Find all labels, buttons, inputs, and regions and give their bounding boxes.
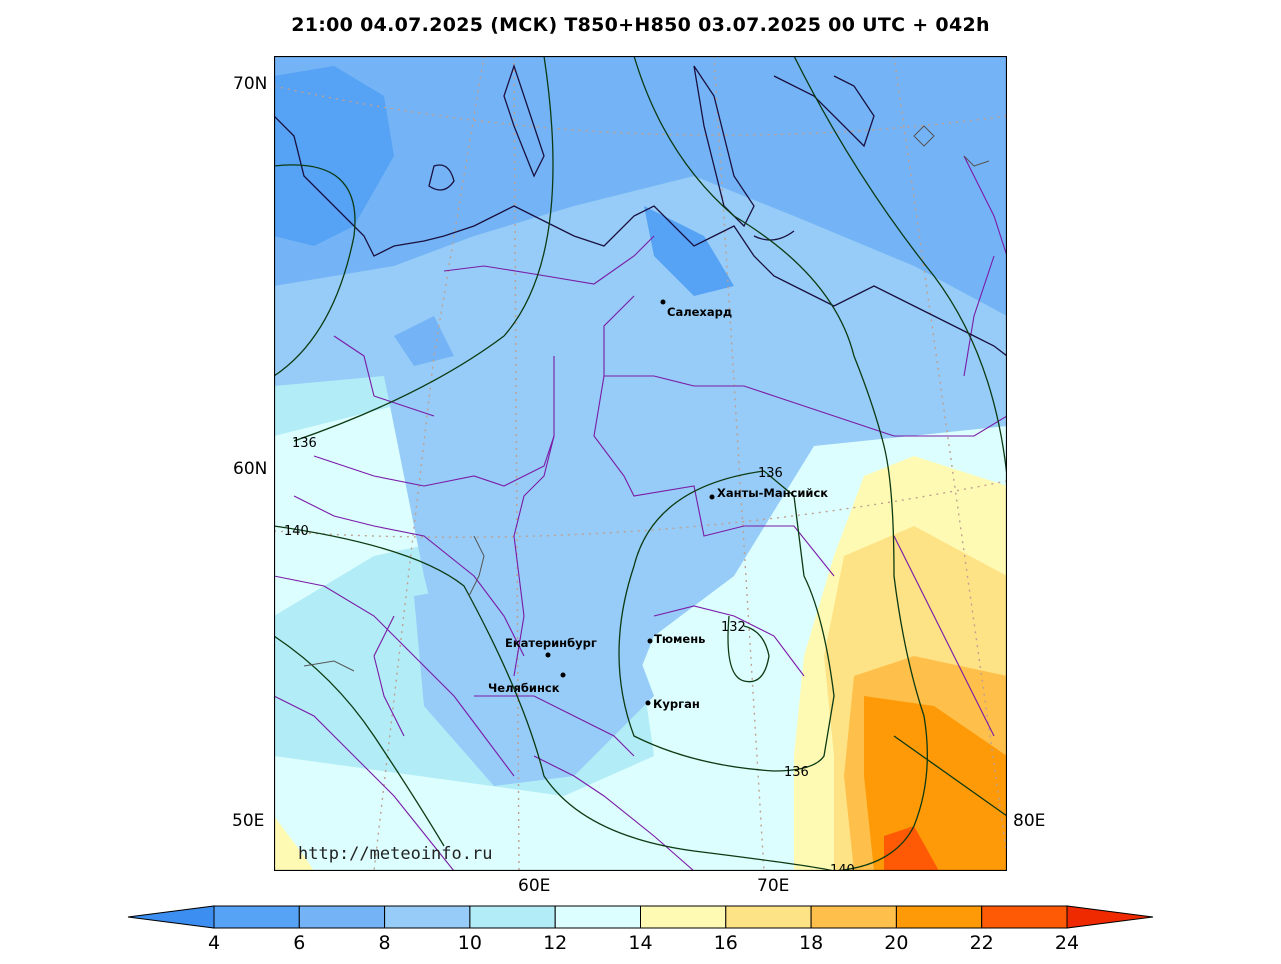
lon-label-50e: 50E bbox=[232, 811, 265, 831]
colorbar-tick-label: 10 bbox=[458, 932, 482, 954]
colorbar-segment bbox=[469, 905, 556, 929]
contour-labels: 136 140 136 132 136 140 bbox=[284, 436, 855, 871]
isohypses bbox=[274, 56, 1007, 871]
contour-label: 136 bbox=[784, 765, 809, 780]
temp-fill-6-8 bbox=[274, 56, 1007, 316]
city-marker bbox=[645, 700, 651, 706]
city-label: Тюмень bbox=[654, 632, 705, 646]
cities: Салехард Ханты-Мансийск Тюмень Екатеринб… bbox=[488, 299, 828, 711]
map-frame bbox=[274, 56, 1007, 871]
colorbar-segment bbox=[213, 905, 300, 929]
colorbar-tick-label: 16 bbox=[714, 932, 738, 954]
lakes bbox=[303, 125, 990, 672]
colorbar-tick-label: 18 bbox=[799, 932, 823, 954]
weather-map: 136 140 136 132 136 140 Салехард Ханты-М… bbox=[274, 56, 1007, 871]
contour-label: 132 bbox=[721, 620, 746, 635]
colorbar-tick-label: 14 bbox=[628, 932, 652, 954]
colorbar-segment bbox=[640, 905, 727, 929]
colorbar-tick-label: 24 bbox=[1055, 932, 1079, 954]
colorbar: 4 6 8 10 12 14 16 18 20 22 24 bbox=[120, 900, 1160, 960]
coastline bbox=[274, 63, 1007, 357]
contour-label: 136 bbox=[758, 466, 783, 481]
lon-label-80e: 80E bbox=[1013, 811, 1046, 831]
temp-fill-22-24 bbox=[884, 826, 939, 871]
contour-label: 140 bbox=[830, 863, 855, 871]
chart-title: 21:00 04.07.2025 (МСК) T850+H850 03.07.2… bbox=[291, 14, 990, 36]
map-canvas: 136 140 136 132 136 140 Салехард Ханты-М… bbox=[274, 56, 1007, 871]
colorbar-arrow-right bbox=[1066, 905, 1154, 929]
colorbar-segment bbox=[895, 905, 983, 929]
city-marker bbox=[709, 494, 715, 500]
colorbar-segment bbox=[725, 905, 812, 929]
city-marker bbox=[545, 652, 551, 658]
colorbar-tick-label: 4 bbox=[208, 932, 220, 954]
city-label: Ханты-Мансийск bbox=[717, 486, 828, 500]
city-label: Екатеринбург bbox=[505, 636, 597, 650]
colorbar-segment bbox=[810, 905, 897, 929]
colorbar-segment bbox=[981, 905, 1068, 929]
city-marker bbox=[660, 299, 666, 305]
colorbar-segment bbox=[384, 905, 471, 929]
lon-label-70e: 70E bbox=[757, 876, 790, 896]
colorbar-arrow-left bbox=[127, 905, 215, 929]
colorbar-tick-label: 6 bbox=[293, 932, 305, 954]
colorbar-segment bbox=[554, 905, 642, 929]
city-label: Салехард bbox=[667, 305, 732, 319]
city-label: Челябинск bbox=[488, 681, 560, 695]
lon-label-60e: 60E bbox=[518, 876, 551, 896]
graticule bbox=[274, 56, 1007, 871]
watermark: http://meteoinfo.ru bbox=[298, 844, 493, 864]
contour-label: 140 bbox=[284, 524, 309, 539]
city-label: Курган bbox=[653, 697, 700, 711]
city-marker bbox=[560, 672, 566, 678]
colorbar-tick-label: 22 bbox=[970, 932, 994, 954]
colorbar-tick-label: 12 bbox=[543, 932, 567, 954]
colorbar-segment bbox=[298, 905, 386, 929]
contour-label: 136 bbox=[292, 436, 317, 451]
colorbar-tick-label: 8 bbox=[379, 932, 391, 954]
admin-borders bbox=[274, 155, 1007, 871]
lat-label-70n: 70N bbox=[233, 74, 268, 94]
colorbar-svg: 4 6 8 10 12 14 16 18 20 22 24 bbox=[127, 905, 1154, 954]
city-marker bbox=[647, 638, 653, 644]
temp-fill-4-6 bbox=[274, 66, 394, 246]
colorbar-tick-label: 20 bbox=[884, 932, 908, 954]
lat-label-60n: 60N bbox=[233, 459, 268, 479]
